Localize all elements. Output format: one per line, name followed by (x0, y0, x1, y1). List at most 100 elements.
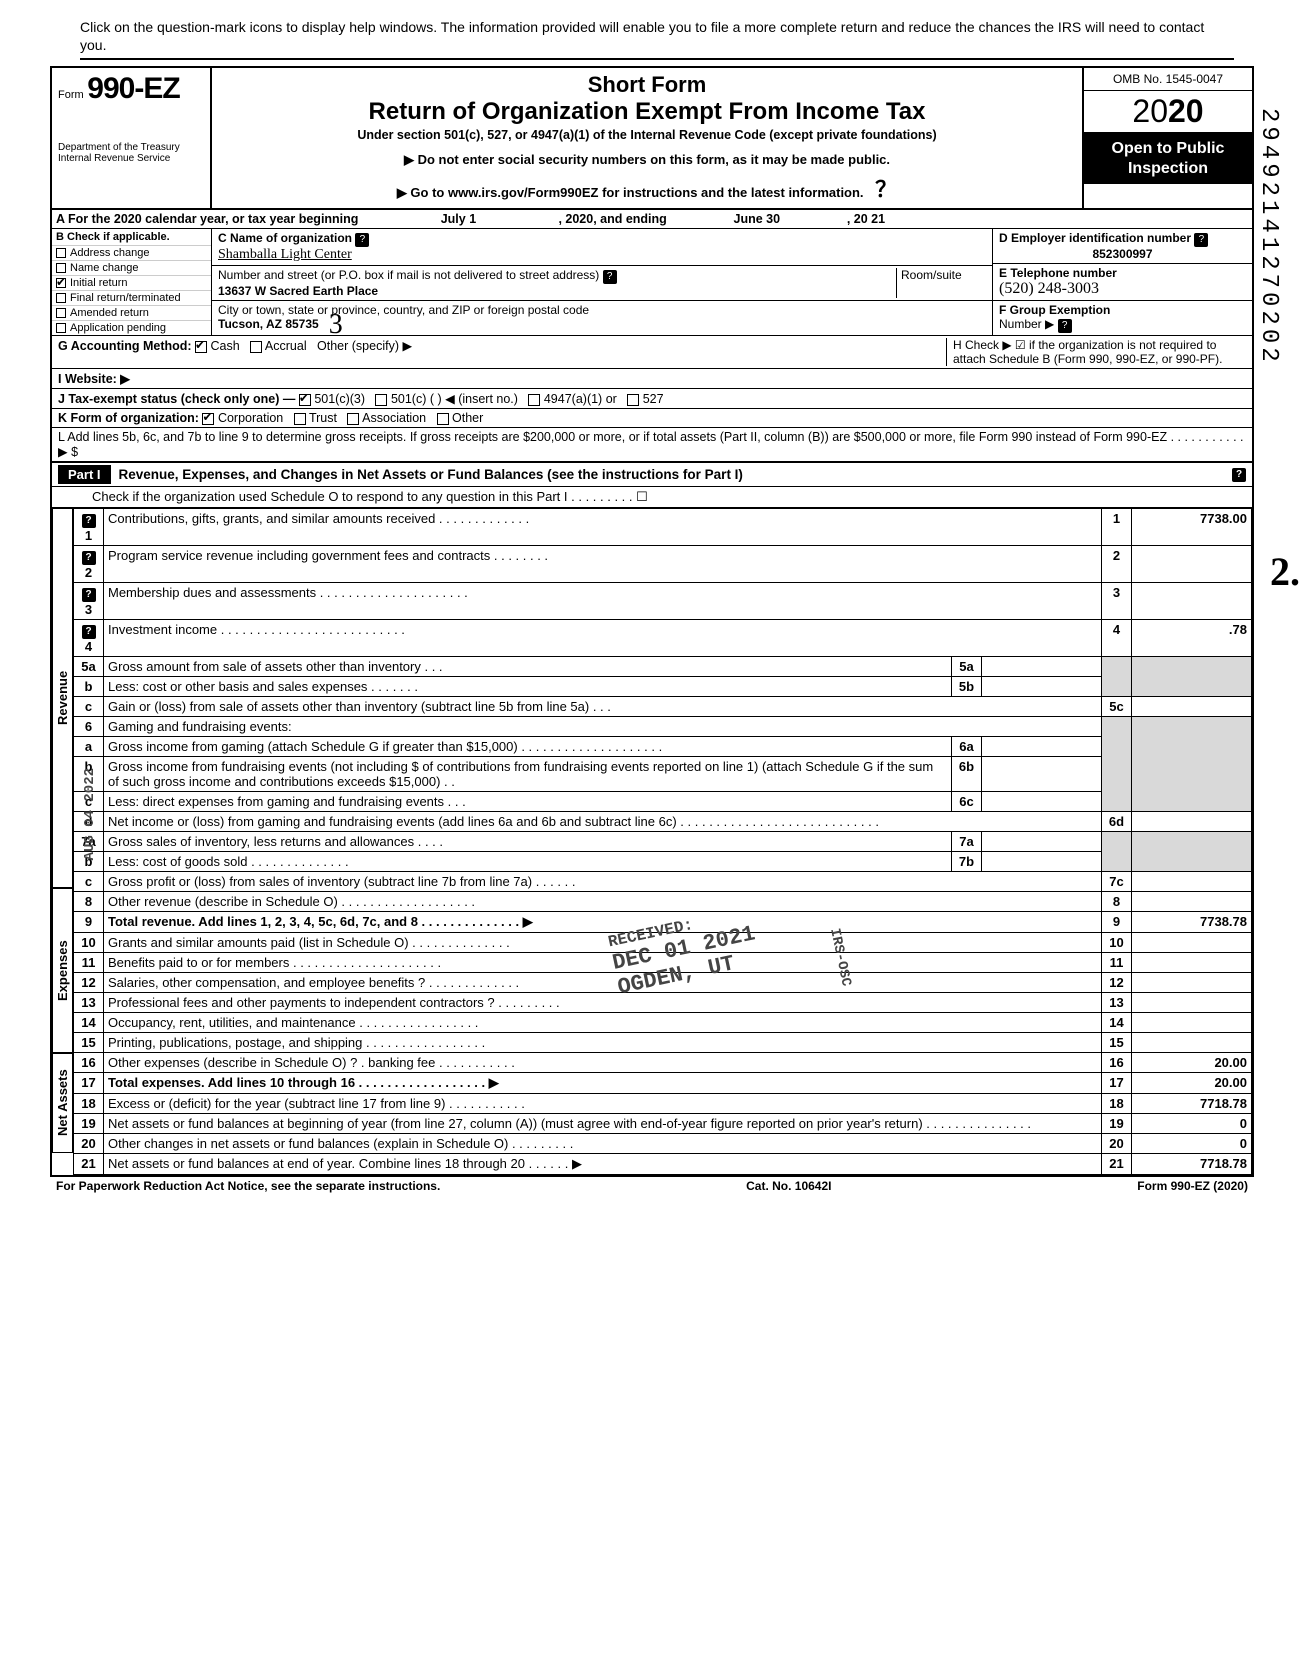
cash: Cash (211, 339, 240, 353)
year-prefix: 20 (1132, 93, 1168, 129)
cb-label: Final return/terminated (70, 292, 181, 304)
cb-corp[interactable] (202, 413, 214, 425)
help-icon[interactable]: ? (1058, 319, 1072, 333)
form-word: Form (58, 89, 84, 101)
cb-cash[interactable] (195, 341, 207, 353)
help-icon[interactable]: ? (82, 588, 96, 602)
e-label: E Telephone number (999, 266, 1117, 280)
line-5a: 5aGross amount from sale of assets other… (74, 657, 1252, 677)
entity-block: B Check if applicable. Address change Na… (52, 229, 1252, 336)
f-label: F Group Exemption (999, 303, 1110, 317)
help-icon[interactable]: ? (1232, 468, 1246, 482)
row-i: I Website: ▶ (52, 369, 1252, 389)
check-amended-return[interactable]: Amended return (52, 305, 211, 320)
other-specify: Other (specify) ▶ (317, 339, 412, 353)
inspection-label: Inspection (1086, 159, 1250, 178)
line-5b: bLess: cost or other basis and sales exp… (74, 677, 1252, 697)
cb-501c[interactable] (375, 394, 387, 406)
help-icon[interactable]: ? (82, 551, 96, 565)
cb-label: Initial return (70, 277, 127, 289)
line-12: 12Salaries, other compensation, and empl… (74, 973, 1252, 993)
tax-year: 2020 (1084, 91, 1252, 133)
title-short: Short Form (220, 72, 1074, 98)
line-7a: 7aGross sales of inventory, less returns… (74, 832, 1252, 852)
row-g-h: G Accounting Method: Cash Accrual Other … (52, 336, 1252, 369)
row-l: L Add lines 5b, 6c, and 7b to line 9 to … (52, 428, 1252, 463)
h-check: H Check ▶ ☑ if the organization is not r… (946, 338, 1246, 366)
line-1: ? 1Contributions, gifts, grants, and sim… (74, 509, 1252, 546)
e-phone-row: E Telephone number (520) 248-3003 (993, 264, 1252, 301)
name-address-col: C Name of organization ? Shamballa Light… (212, 229, 992, 335)
line-6: 6Gaming and fundraising events: (74, 717, 1252, 737)
side-netassets: Net Assets (52, 1053, 73, 1153)
row-k: K Form of organization: Corporation Trus… (52, 409, 1252, 428)
help-intro: Click on the question-mark icons to disp… (80, 18, 1234, 60)
part1-title: Revenue, Expenses, and Changes in Net As… (119, 467, 1232, 482)
row-a-mid: , 2020, and ending (558, 212, 666, 226)
cb-accrual[interactable] (250, 341, 262, 353)
subtitle: Under section 501(c), 527, or 4947(a)(1)… (220, 128, 1074, 142)
check-address-change[interactable]: Address change (52, 245, 211, 260)
j-501c3: 501(c)(3) (314, 392, 365, 406)
dept-irs: Internal Revenue Service (58, 153, 204, 164)
ein: 852300997 (999, 247, 1246, 261)
c-label: C Name of organization (218, 231, 352, 245)
line-6b: bGross income from fundraising events (n… (74, 757, 1252, 792)
line-19: 19Net assets or fund balances at beginni… (74, 1114, 1252, 1134)
line-table: ? 1Contributions, gifts, grants, and sim… (73, 508, 1252, 1175)
k-trust: Trust (309, 411, 337, 425)
cb-501c3[interactable] (299, 394, 311, 406)
help-icon[interactable]: ? (82, 625, 96, 639)
help-icon[interactable]: ? (355, 233, 369, 247)
d-ein-row: D Employer identification number ? 85230… (993, 229, 1252, 264)
street-label: Number and street (or P.O. box if mail i… (218, 268, 599, 282)
handwritten-2: 2. (1270, 548, 1300, 595)
row-j: J Tax-exempt status (check only one) — 5… (52, 389, 1252, 409)
line-6c: cLess: direct expenses from gaming and f… (74, 792, 1252, 812)
check-initial-return[interactable]: Initial return (52, 275, 211, 290)
check-final-return[interactable]: Final return/terminated (52, 290, 211, 305)
org-name: Shamballa Light Center (218, 247, 352, 262)
cb-527[interactable] (627, 394, 639, 406)
cb-label: Application pending (70, 322, 166, 334)
k-corp: Corporation (218, 411, 283, 425)
misc-rows: G Accounting Method: Cash Accrual Other … (52, 336, 1252, 463)
check-b-header: B Check if applicable. (52, 229, 211, 245)
line-6a: aGross income from gaming (attach Schedu… (74, 737, 1252, 757)
footer: For Paperwork Reduction Act Notice, see … (50, 1177, 1254, 1195)
form-990ez: 29492141270202 2. Form 990-EZ Department… (50, 66, 1254, 1177)
omb: OMB No. 1545-0047 (1084, 68, 1252, 91)
open-label: Open to Public (1086, 139, 1250, 158)
help-icon[interactable]: ? (603, 270, 617, 284)
city-row: City or town, state or province, country… (212, 301, 992, 333)
line-20: 20Other changes in net assets or fund ba… (74, 1134, 1252, 1154)
line-6d: dNet income or (loss) from gaming and fu… (74, 812, 1252, 832)
ein-col: D Employer identification number ? 85230… (992, 229, 1252, 335)
check-name-change[interactable]: Name change (52, 260, 211, 275)
line-13: 13Professional fees and other payments t… (74, 993, 1252, 1013)
part1-header: Part I Revenue, Expenses, and Changes in… (52, 463, 1252, 487)
help-icon[interactable]: ? (82, 514, 96, 528)
line-18: 18Excess or (deficit) for the year (subt… (74, 1094, 1252, 1114)
line-9: 9Total revenue. Add lines 1, 2, 3, 4, 5c… (74, 912, 1252, 933)
k-label: K Form of organization: (58, 411, 199, 425)
row-a-end: June 30 (687, 212, 827, 226)
street-row: Number and street (or P.O. box if mail i… (212, 266, 992, 301)
form-number: 990-EZ (87, 72, 179, 105)
line-3: ? 3Membership dues and assessments . . .… (74, 583, 1252, 620)
footer-right: Form 990-EZ (2020) (1137, 1179, 1248, 1193)
help-icon[interactable]: ? (1194, 233, 1208, 247)
check-application-pending[interactable]: Application pending (52, 320, 211, 335)
cb-other[interactable] (437, 413, 449, 425)
i-label: I Website: ▶ (58, 372, 130, 386)
k-other: Other (452, 411, 483, 425)
cb-trust[interactable] (294, 413, 306, 425)
cb-assoc[interactable] (347, 413, 359, 425)
year-box: OMB No. 1545-0047 2020 Open to Public In… (1082, 68, 1252, 208)
dept-treasury: Department of the Treasury (58, 142, 204, 153)
title-main: Return of Organization Exempt From Incom… (220, 98, 1074, 126)
accrual: Accrual (265, 339, 307, 353)
arrow-url: ▶ Go to www.irs.gov/Form990EZ for instru… (397, 185, 864, 200)
cb-4947[interactable] (528, 394, 540, 406)
side-expenses: Expenses (52, 888, 73, 1053)
